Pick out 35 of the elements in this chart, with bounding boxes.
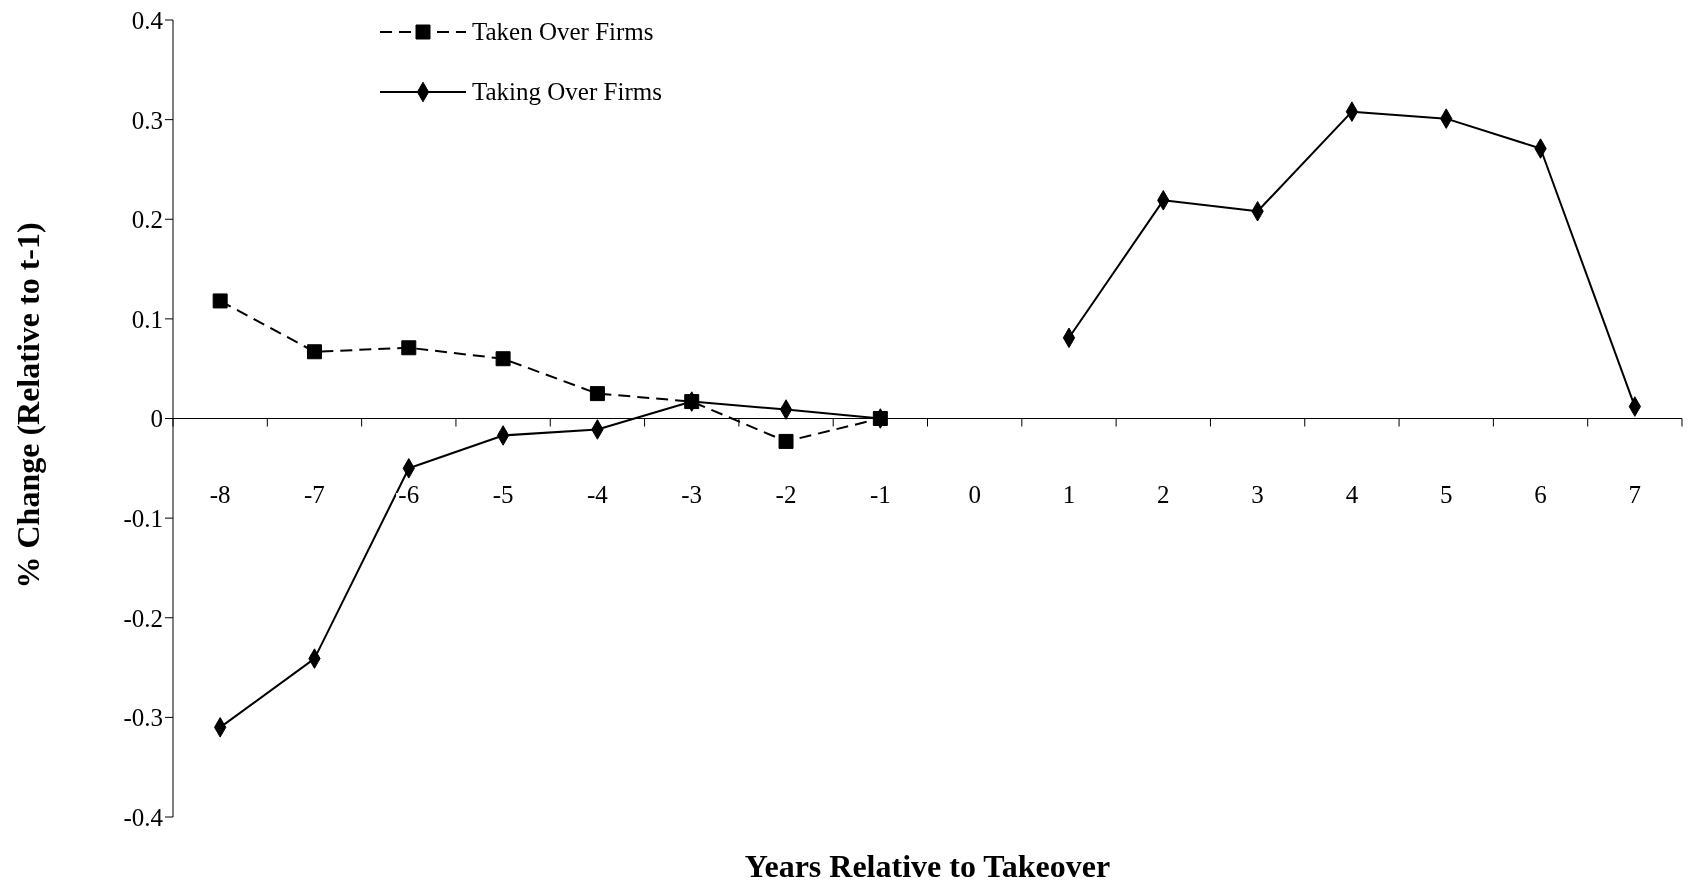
point bbox=[589, 386, 605, 402]
x-tick-label: 0 bbox=[968, 480, 981, 508]
point bbox=[778, 433, 794, 449]
x-tick-label: -2 bbox=[775, 480, 797, 508]
x-tick-label: -4 bbox=[586, 480, 609, 508]
point bbox=[212, 293, 228, 309]
y-tick-label: 0.2 bbox=[131, 206, 163, 234]
x-tick-label: -1 bbox=[869, 480, 891, 508]
y-axis-title: % Change (Relative to t-1) bbox=[10, 222, 47, 589]
y-tick-label: -0.2 bbox=[123, 604, 163, 632]
y-tick-label: 0.4 bbox=[131, 6, 164, 34]
point bbox=[306, 344, 322, 360]
x-axis-title: Years Relative to Takeover bbox=[744, 848, 1111, 884]
x-tick-label: 1 bbox=[1062, 480, 1076, 508]
x-tick-label: -3 bbox=[681, 480, 703, 508]
x-tick-label: 5 bbox=[1439, 480, 1453, 508]
x-tick-label: -8 bbox=[209, 480, 231, 508]
legend-label: Taking Over Firms bbox=[472, 78, 662, 106]
legend-label: Taken Over Firms bbox=[472, 18, 654, 46]
y-tick-label: -0.4 bbox=[123, 803, 164, 831]
x-tick-label: -6 bbox=[398, 480, 420, 508]
y-tick-label: 0.3 bbox=[131, 106, 163, 134]
point bbox=[495, 351, 511, 367]
x-tick-label: 2 bbox=[1157, 480, 1170, 508]
y-tick-label: 0 bbox=[150, 405, 163, 433]
x-tick-label: -5 bbox=[492, 480, 514, 508]
point bbox=[401, 340, 417, 356]
x-tick-label: 4 bbox=[1345, 480, 1359, 508]
y-tick-label: -0.1 bbox=[123, 505, 163, 532]
x-tick-label: -7 bbox=[304, 480, 325, 508]
y-tick-label: -0.3 bbox=[123, 704, 163, 732]
x-tick-label: 7 bbox=[1628, 480, 1642, 508]
x-tick-label: 3 bbox=[1251, 480, 1264, 508]
x-tick-label: 6 bbox=[1534, 480, 1547, 508]
y-tick-label: 0.1 bbox=[131, 305, 163, 333]
